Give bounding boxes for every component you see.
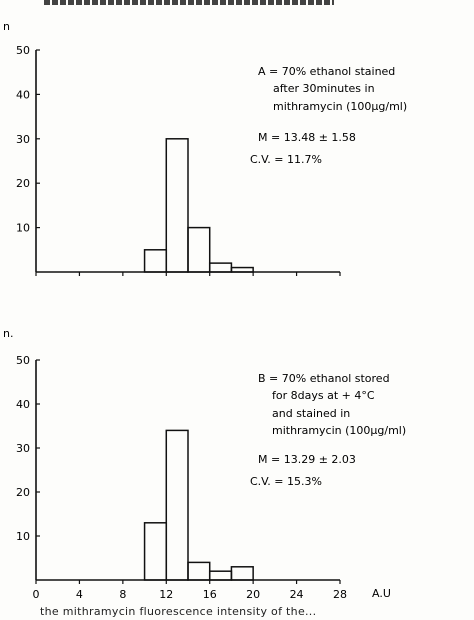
panel-b-xtick-label: 12	[159, 588, 173, 601]
panel-b-xtick-label: 28	[333, 588, 347, 601]
panel-a-annot-line1: A = 70% ethanol stained	[258, 65, 395, 78]
panel-a-ytick-label: 10	[16, 222, 30, 235]
panel-b-ytick-label: 40	[16, 398, 30, 411]
panel-b-xlabel: A.U	[372, 587, 391, 600]
panel-a-annot-line3: mithramycin (100µg/ml)	[273, 100, 407, 113]
panel-b-xtick-label: 24	[290, 588, 304, 601]
panel-b-ytick-label: 20	[16, 486, 30, 499]
panel-b-histogram-bar	[165, 429, 189, 581]
panel-b-ytick-label: 10	[16, 530, 30, 543]
panel-a-ytick-label: 50	[16, 44, 30, 57]
panel-b-annot-line3: and stained in	[272, 407, 350, 420]
panel-a-histogram-bar	[143, 249, 168, 273]
panel-b-ylabel: n.	[3, 327, 13, 340]
panel-b-annot-line1: B = 70% ethanol stored	[258, 372, 390, 385]
panel-b-xtick-label: 0	[33, 588, 40, 601]
panel-b-annot-line4: mithramycin (100µg/ml)	[272, 424, 406, 437]
panel-a-cv: C.V. = 11.7%	[250, 153, 322, 166]
panel-b-annot-line2: for 8days at + 4°C	[272, 389, 375, 402]
panel-b-histogram-bar	[230, 566, 254, 581]
panel-a-histogram-bar	[165, 138, 189, 273]
panel-a-histogram-bar	[187, 226, 211, 273]
panel-b-mean: M = 13.29 ± 2.03	[258, 453, 356, 466]
panel-b-histogram-bar	[143, 522, 168, 581]
panel-b-xtick-label: 4	[76, 588, 83, 601]
panel-a-mean: M = 13.48 ± 1.58	[258, 131, 356, 144]
panel-a-histogram-bar	[230, 266, 254, 273]
panel-b-ytick-label: 50	[16, 354, 30, 367]
panel-a-ylabel: n	[3, 20, 10, 33]
panel-a-ytick-label: 30	[16, 133, 30, 146]
panel-b-histogram-bar	[187, 561, 211, 581]
cut-off-footer: the mithramycin fluorescence intensity o…	[40, 605, 317, 618]
cut-off-header	[44, 0, 334, 5]
panel-b-xtick-label: 20	[246, 588, 260, 601]
panel-b-cv: C.V. = 15.3%	[250, 475, 322, 488]
panel-a-ytick-label: 20	[16, 177, 30, 190]
panel-a-ytick-label: 40	[16, 88, 30, 101]
panel-b-ytick-label: 30	[16, 442, 30, 455]
panel-a-annot-line2: after 30minutes in	[273, 82, 375, 95]
panel-b-xtick-label: 16	[203, 588, 217, 601]
panel-b-histogram-bar	[208, 570, 233, 581]
panel-a-histogram-bar	[208, 262, 233, 273]
panel-b-xtick-label: 8	[119, 588, 126, 601]
